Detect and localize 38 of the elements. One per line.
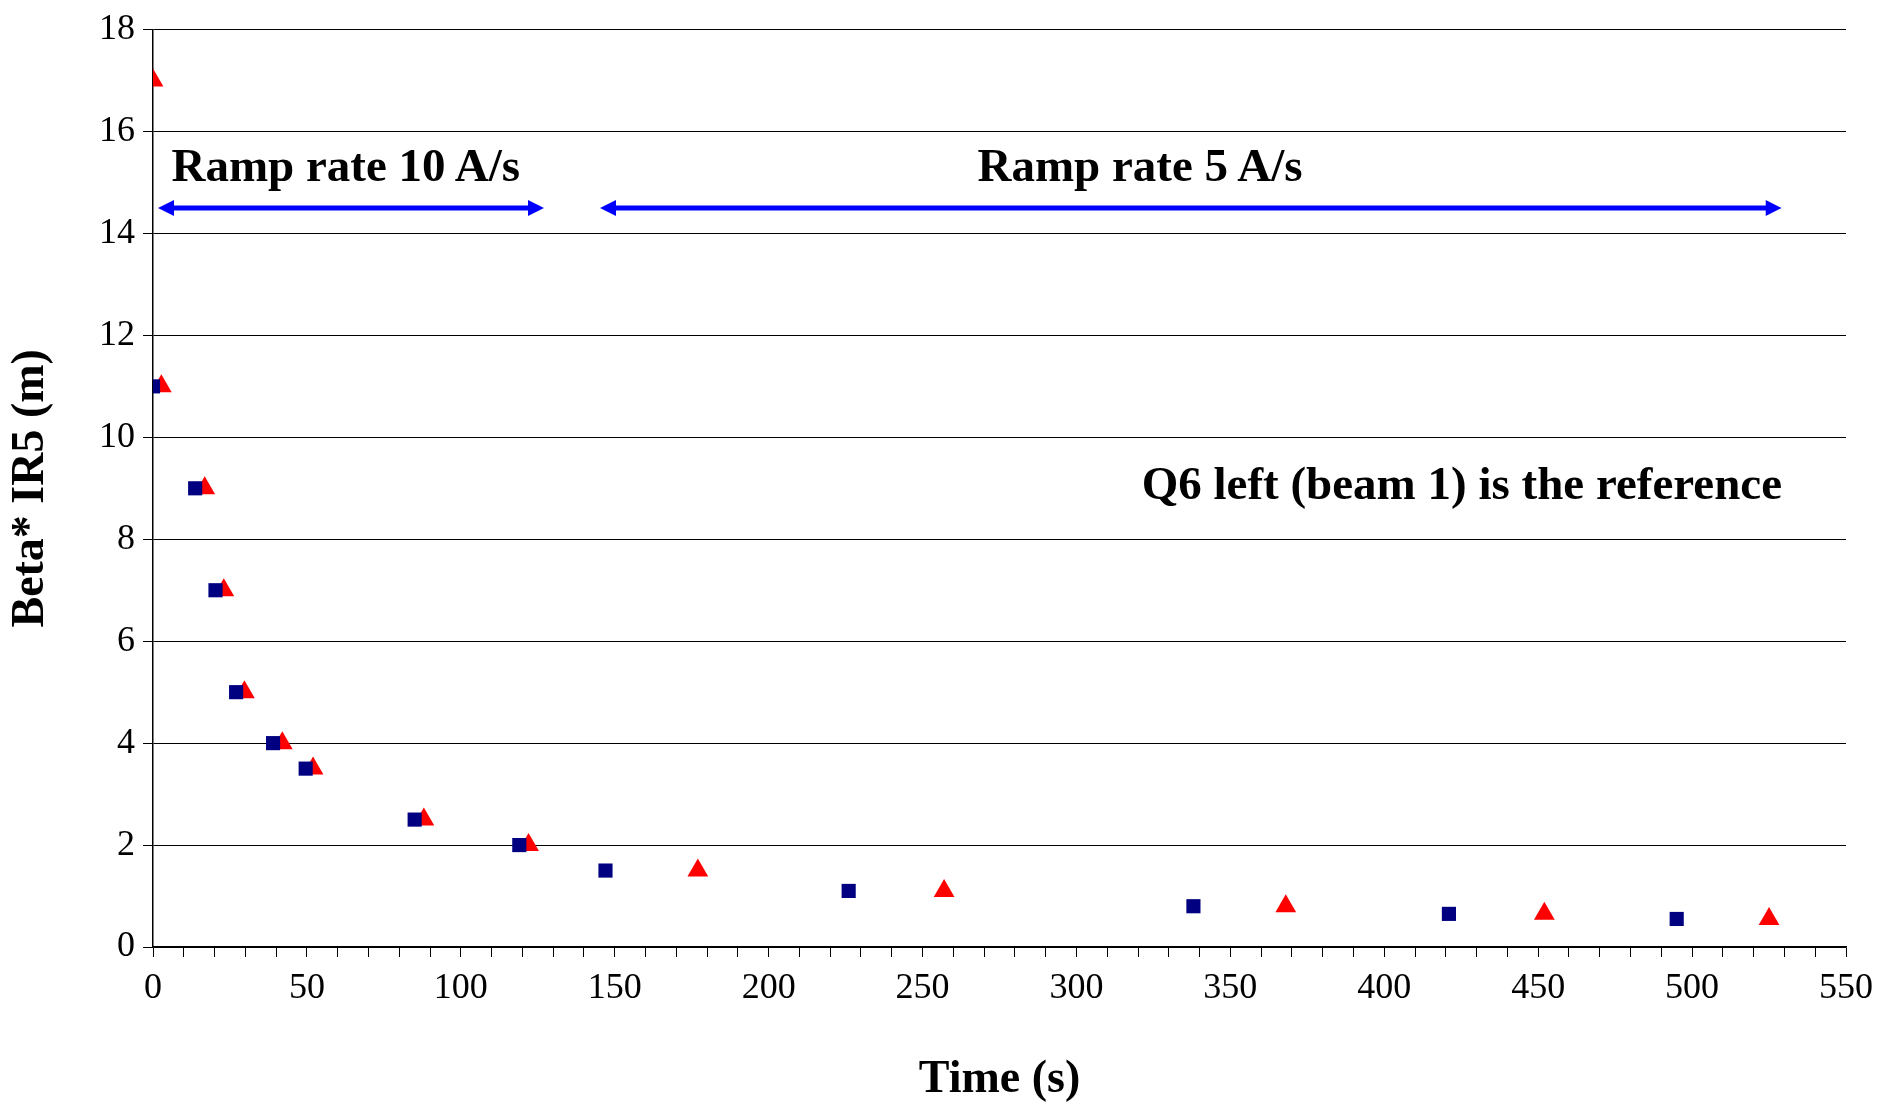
annotation: Ramp rate 5 A/s <box>977 138 1303 193</box>
y-tick-label: 6 <box>117 618 135 659</box>
x-tick-label: 300 <box>1049 966 1104 1007</box>
y-tick-label: 18 <box>99 7 135 48</box>
y-tick-label: 10 <box>99 414 135 455</box>
point <box>1186 899 1201 914</box>
x-tick-label: 500 <box>1665 966 1720 1007</box>
point <box>687 858 709 877</box>
x-tick-label: 250 <box>895 966 950 1007</box>
x-tick-label: 400 <box>1357 966 1412 1007</box>
x-tick-label: 100 <box>433 966 488 1007</box>
point <box>1669 911 1684 927</box>
annotation: Ramp rate 10 A/s <box>171 138 521 193</box>
y-tick-label: 2 <box>117 822 135 863</box>
point <box>1441 906 1456 921</box>
x-tick-label: 150 <box>587 966 642 1007</box>
point <box>841 883 856 899</box>
point <box>598 863 613 878</box>
annotation: Q6 left (beam 1) is the reference <box>1141 455 1783 510</box>
x-axis-title: Time (s) <box>918 1051 1081 1103</box>
x-tick-label: 450 <box>1511 966 1566 1007</box>
y-tick-label: 8 <box>117 516 135 557</box>
point <box>512 838 527 853</box>
point <box>298 761 313 776</box>
y-tick-label: 12 <box>99 312 135 353</box>
point <box>265 736 281 751</box>
y-axis-title: Beta* IR5 (m) <box>2 349 54 628</box>
y-tick-label: 4 <box>117 720 135 761</box>
x-tick-label: 50 <box>288 966 325 1007</box>
point <box>407 812 422 827</box>
y-tick-label: 16 <box>99 108 135 149</box>
x-tick-label: 350 <box>1203 966 1258 1007</box>
point <box>1275 894 1297 913</box>
x-tick-label: 200 <box>741 966 796 1007</box>
y-tick-label: 14 <box>99 210 135 251</box>
x-tick-label: 550 <box>1819 966 1873 1007</box>
x-tick-label: 0 <box>144 966 162 1007</box>
y-tick-label: 0 <box>117 924 135 965</box>
